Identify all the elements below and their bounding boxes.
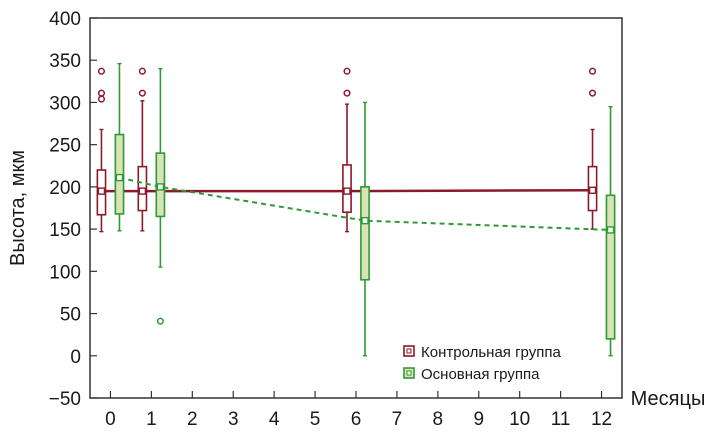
median-marker xyxy=(343,187,351,195)
outlier-point xyxy=(138,67,146,75)
x-tick-label: 6 xyxy=(351,409,362,430)
y-tick-label: 400 xyxy=(49,9,81,30)
outlier-point xyxy=(138,89,146,97)
median-marker xyxy=(361,216,369,225)
y-tick-label: 100 xyxy=(49,262,81,283)
legend: Контрольная группа Основная группа xyxy=(403,344,561,383)
y-tick-label: 150 xyxy=(49,220,81,241)
x-tick-label: 3 xyxy=(228,409,239,430)
y-tick-label: 200 xyxy=(49,178,81,199)
outlier-point xyxy=(97,95,106,103)
y-tick-label: 50 xyxy=(60,305,81,326)
x-tick-label: 8 xyxy=(433,409,444,430)
median-marker xyxy=(97,187,106,195)
x-tick-label: 9 xyxy=(473,409,484,430)
series-group xyxy=(96,67,598,233)
y-tick-label: 0 xyxy=(70,347,81,368)
median-marker xyxy=(588,186,597,194)
outlier-point xyxy=(588,89,597,97)
y-tick-label: 350 xyxy=(49,51,81,72)
median-marker xyxy=(138,187,147,195)
plot-frame xyxy=(89,17,623,399)
y-tick-label: −50 xyxy=(49,389,81,410)
outlier-point xyxy=(588,67,597,75)
outlier-point xyxy=(97,67,106,75)
y-axis-title: Высота, мкм xyxy=(7,150,29,266)
x-axis-title: Месяцы xyxy=(631,388,706,410)
x-tick-label: 4 xyxy=(269,409,280,430)
x-tick-label: 11 xyxy=(551,409,571,430)
series-mean-line xyxy=(119,176,611,231)
outlier-point xyxy=(343,67,351,75)
iqr-box xyxy=(605,194,616,340)
y-tick-label: 300 xyxy=(49,93,81,114)
legend-swatch-marker xyxy=(406,348,412,354)
x-tick-label: 2 xyxy=(187,409,198,430)
iqr-box xyxy=(360,186,370,281)
x-axis: 0 1 2 3 4 5 6 7 8 9 10 11 12 xyxy=(105,391,612,430)
x-tick-label: 0 xyxy=(105,409,116,430)
outlier-point xyxy=(343,89,351,97)
x-tick-label: 5 xyxy=(310,409,321,430)
series-layer xyxy=(96,62,616,357)
x-tick-label: 12 xyxy=(591,409,612,430)
x-tick-label: 10 xyxy=(509,409,530,430)
outlier-point xyxy=(97,89,106,97)
legend-label: Основная группа xyxy=(421,366,540,383)
y-tick-label: 250 xyxy=(49,136,81,157)
median-marker xyxy=(606,226,615,234)
outlier-point xyxy=(156,317,164,325)
median-marker xyxy=(115,173,124,182)
series-group xyxy=(114,62,616,357)
median-marker xyxy=(156,183,165,191)
x-tick-label: 7 xyxy=(392,409,403,430)
x-tick-label: 1 xyxy=(146,409,157,430)
legend-label: Контрольная группа xyxy=(421,344,561,361)
y-axis: −50 0 50 100 150 200 250 300 350 400 xyxy=(49,9,97,410)
legend-swatch-marker xyxy=(406,370,412,376)
